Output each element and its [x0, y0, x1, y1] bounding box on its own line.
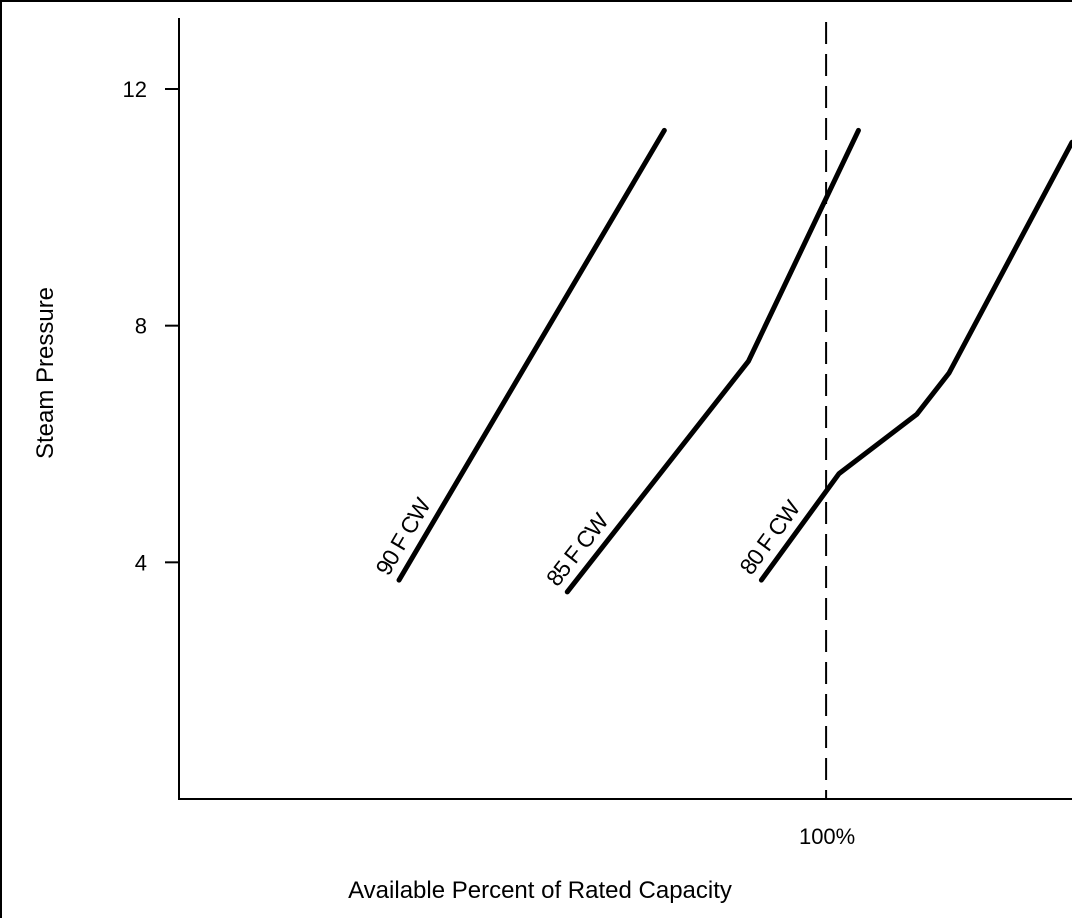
series-group: [396, 127, 1072, 595]
curve-labels: 90 F CW 85 F CW 80 F CW: [370, 493, 805, 591]
x-ticks: 100%: [799, 824, 855, 849]
series-line-0: [396, 127, 667, 583]
x-tick-label: 100%: [799, 824, 855, 849]
y-axis-label: Steam Pressure: [32, 287, 59, 459]
x-axis-label: Available Percent of Rated Capacity: [348, 877, 732, 904]
y-tick-label: 4: [135, 550, 147, 575]
y-tick-label: 8: [135, 314, 147, 339]
y-ticks: 4 8 12: [123, 77, 179, 575]
series-line-1: [564, 127, 861, 595]
y-tick-label: 12: [123, 77, 147, 102]
axes: [178, 18, 1072, 800]
series-line-2: [758, 139, 1072, 583]
